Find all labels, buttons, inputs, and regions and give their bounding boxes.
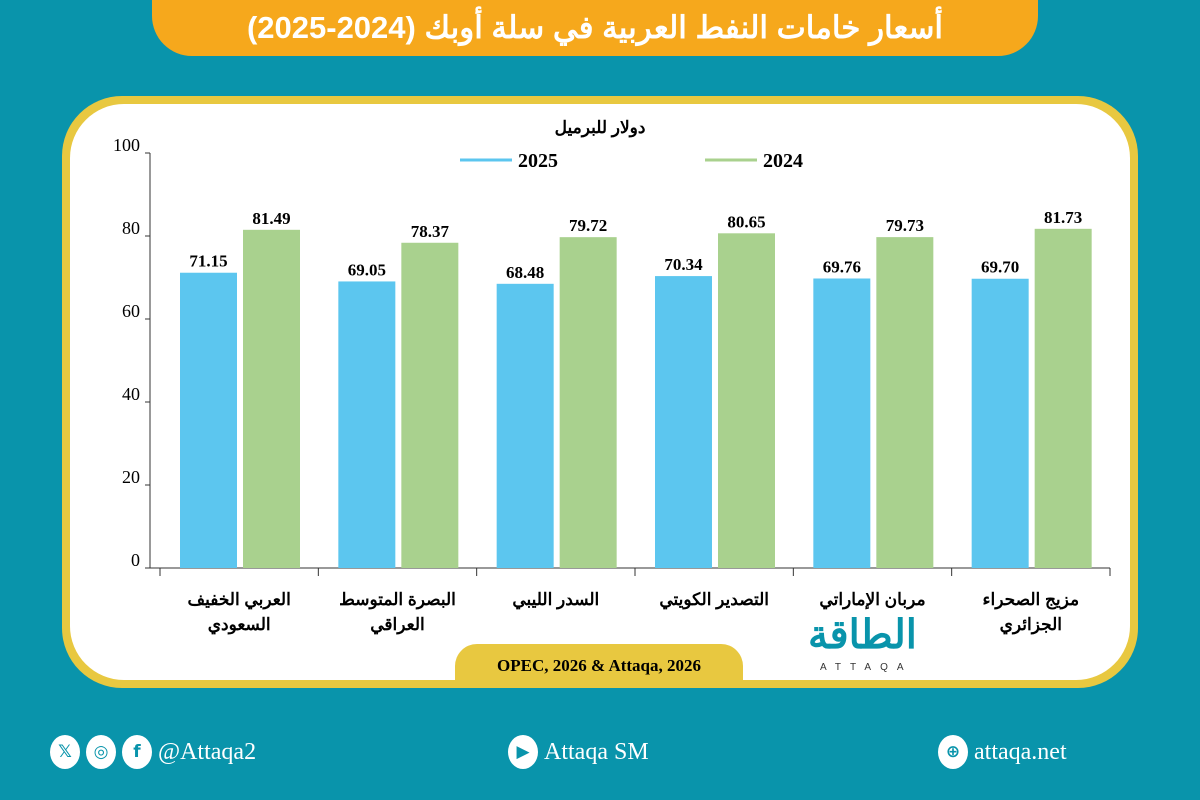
data-label: 81.49 [252, 209, 290, 228]
x-category-label: الجزائري [1000, 615, 1062, 635]
y-tick-label: 80 [122, 218, 140, 238]
chart-title: أسعار خامات النفط العربية في سلة أوبك (2… [246, 10, 944, 45]
y-tick-label: 0 [131, 550, 140, 570]
source-label: OPEC, 2026 & Attaqa, 2026 [455, 644, 743, 688]
bar-2025 [496, 283, 554, 568]
data-label: 69.05 [348, 260, 386, 279]
bar-2024 [718, 233, 775, 569]
logo-arabic: الطاقة [808, 613, 917, 657]
y-tick-label: 20 [122, 467, 140, 487]
bar-2024 [401, 242, 459, 568]
legend-label: 2025 [518, 150, 558, 172]
x-icon[interactable]: 𝕏 [50, 735, 80, 769]
website-label: attaqa.net [974, 738, 1067, 765]
x-category-label: مزيج الصحراء [983, 590, 1080, 610]
y-tick-label: 100 [113, 135, 140, 155]
bar-2024 [243, 229, 300, 568]
bar-2025 [180, 272, 237, 568]
bar-2025 [813, 278, 871, 568]
bar-2024 [1034, 228, 1092, 568]
data-label: 68.48 [506, 263, 544, 282]
x-category-label: السعودي [208, 615, 271, 635]
x-category-label: العراقي [370, 615, 425, 635]
youtube-label: Attaqa SM [544, 738, 649, 765]
x-category-label: السدر الليبي [512, 590, 599, 610]
bar-2025 [655, 276, 712, 568]
social-links: 𝕏 ◎ f @Attaqa2 [50, 735, 256, 769]
data-label: 69.76 [823, 257, 861, 276]
y-axis-label: دولار للبرميل [554, 118, 646, 137]
facebook-icon[interactable]: f [122, 735, 152, 769]
x-category-label: مربان الإماراتي [819, 590, 925, 610]
bar-2024 [559, 237, 617, 569]
y-tick-label: 60 [122, 301, 140, 321]
y-tick-label: 40 [122, 384, 140, 404]
x-category-label: العربي الخفيف [188, 590, 291, 610]
data-label: 79.73 [886, 216, 924, 235]
instagram-icon[interactable]: ◎ [86, 735, 116, 769]
attaqa-logo: الطاقة ATTAQA [808, 613, 958, 678]
x-category-label: البصرة المتوسط [339, 590, 456, 610]
data-label: 70.34 [664, 255, 703, 274]
title-bar: أسعار خامات النفط العربية في سلة أوبك (2… [152, 0, 1038, 56]
youtube-icon: ▶ [508, 735, 538, 769]
data-label: 69.70 [981, 258, 1019, 277]
data-label: 80.65 [727, 212, 765, 231]
globe-icon: ⊕ [938, 735, 968, 769]
bar-2024 [876, 237, 934, 569]
x-category-label: التصدير الكويتي [659, 590, 769, 610]
data-label: 71.15 [189, 252, 227, 271]
data-label: 78.37 [411, 222, 450, 241]
website-link[interactable]: ⊕ attaqa.net [938, 735, 1067, 769]
social-handle[interactable]: @Attaqa2 [158, 738, 257, 765]
bar-2025 [338, 281, 396, 568]
youtube-link[interactable]: ▶ Attaqa SM [508, 735, 649, 769]
legend-label: 2024 [763, 150, 803, 172]
logo-latin: ATTAQA [820, 662, 913, 673]
data-label: 79.72 [569, 216, 607, 235]
bar-2025 [971, 278, 1029, 568]
data-label: 81.73 [1044, 208, 1082, 227]
